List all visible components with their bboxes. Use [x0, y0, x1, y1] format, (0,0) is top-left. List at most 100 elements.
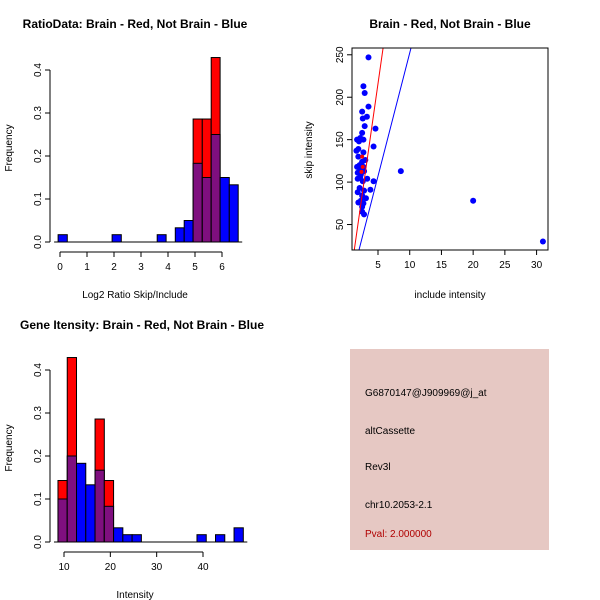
ratio-hist-y-tick-label: 0.1 [33, 192, 44, 206]
intensity-hist-y-tick-label: 0.3 [33, 406, 44, 420]
info-panel [350, 349, 549, 550]
ratio-hist-bar-blue [57, 234, 68, 243]
scatter-point-blue [355, 146, 362, 152]
intensity-hist-title: Gene Itensity: Brain - Red, Not Brain - … [20, 318, 264, 332]
intensity-hist-y-tick-label: 0.0 [33, 535, 44, 549]
ratio-hist-bar-overlap [201, 177, 212, 243]
intensity-hist-bar-overlap [57, 498, 68, 543]
scatter-point-blue [354, 175, 361, 182]
ratio-hist-x-tick-label: 5 [192, 262, 198, 273]
ratio-hist-bar-overlap [210, 134, 221, 243]
scatter-y-tick-label: 50 [335, 219, 346, 231]
ratio-hist-x-tick-label: 1 [84, 262, 90, 273]
scatter-point-blue [354, 189, 361, 196]
ratio-hist-bar-blue [111, 234, 122, 243]
scatter-point-red [360, 154, 365, 159]
scatter-point-blue [367, 186, 374, 193]
intensity-hist-bar-blue [215, 534, 226, 543]
intensity-hist-bar-blue [122, 534, 133, 543]
intensity-hist-bar-overlap [94, 469, 105, 543]
ratio-hist-y-tick-label: 0.0 [33, 235, 44, 249]
scatter-point-blue [365, 54, 372, 61]
intensity-hist-y-tick-label: 0.2 [33, 449, 44, 463]
info-probe: G6870147@J909969@j_at [365, 388, 487, 399]
ratio-hist-bar-blue [228, 184, 239, 243]
scatter-point-blue [354, 136, 361, 143]
scatter-x-tick-label: 15 [436, 260, 448, 271]
scatter-ylabel: skip intensity [304, 121, 315, 178]
scatter-point-blue [372, 125, 379, 132]
ratio-hist-y-tick-label: 0.3 [33, 106, 44, 120]
intensity-hist-x-tick-label: 20 [105, 562, 117, 573]
intensity-hist-y-tick-label: 0.4 [33, 363, 44, 377]
scatter-x-tick-label: 20 [468, 260, 480, 271]
scatter-point-blue [362, 195, 369, 202]
scatter-point-blue [370, 178, 377, 185]
scatter-x-tick-label: 10 [404, 260, 416, 271]
scatter-point-blue [370, 143, 377, 150]
ratio-hist-x-tick-label: 2 [111, 262, 117, 273]
intensity-hist-bar-overlap [66, 455, 78, 543]
intensity-hist-bar-blue [113, 527, 124, 543]
scatter-y-tick-label: 200 [335, 88, 346, 105]
scatter-point-blue [355, 153, 362, 160]
scatter-fit-line-blue [358, 48, 412, 250]
scatter-point-blue [359, 208, 366, 215]
intensity-hist-xlabel: Intensity [116, 590, 153, 600]
ratio-hist-bar-blue [156, 234, 167, 243]
intensity-hist-bar-blue [131, 534, 142, 543]
scatter-point-blue [365, 103, 372, 110]
info-event-type: altCassette [365, 426, 415, 437]
intensity-hist-x-tick-label: 40 [197, 562, 209, 573]
scatter-point-blue [359, 115, 366, 122]
ratio-hist-y-tick-label: 0.2 [33, 149, 44, 163]
info-pval: Pval: 2.000000 [365, 529, 432, 540]
scatter-y-tick-label: 100 [335, 173, 346, 190]
scatter-y-tick-label: 150 [335, 131, 346, 148]
scatter-y-tick-label: 250 [335, 46, 346, 63]
scatter-title: Brain - Red, Not Brain - Blue [369, 17, 531, 31]
intensity-hist-x-tick-label: 10 [58, 562, 70, 573]
scatter-point-blue [361, 89, 368, 96]
scatter-point-red [359, 169, 364, 174]
scatter-point-blue [364, 175, 371, 182]
ratio-hist-bar-overlap [192, 162, 203, 243]
info-gene: Rev3l [365, 462, 391, 473]
scatter-x-tick-label: 30 [531, 260, 543, 271]
scatter-point-blue [359, 108, 366, 115]
scatter-x-tick-label: 5 [375, 260, 381, 271]
ratio-hist-bar-blue [183, 220, 194, 243]
ratio-hist-x-tick-label: 4 [165, 262, 171, 273]
scatter-point-blue [361, 123, 368, 130]
ratio-hist-title: RatioData: Brain - Red, Not Brain - Blue [23, 17, 248, 31]
scatter-point-blue [470, 197, 477, 204]
intensity-hist-bar-blue [196, 534, 207, 543]
ratio-hist-xlabel: Log2 Ratio Skip/Include [82, 290, 188, 301]
scatter-point-blue [360, 149, 367, 156]
intensity-hist-bar-blue [85, 484, 96, 543]
intensity-hist-bar-overlap [103, 505, 115, 543]
scatter-fit-line-red [353, 48, 384, 250]
scatter-point-blue [360, 83, 367, 90]
scatter-point-blue [359, 129, 366, 136]
ratio-hist-x-tick-label: 3 [138, 262, 144, 273]
scatter-point-blue [397, 168, 404, 175]
info-location: chr10.2053-2.1 [365, 500, 433, 511]
ratio-hist-bar-blue [219, 177, 230, 243]
scatter-xlabel: include intensity [414, 290, 485, 301]
intensity-hist-y-tick-label: 0.1 [33, 492, 44, 506]
ratio-hist-ylabel: Frequency [4, 124, 15, 171]
scatter-x-tick-label: 25 [499, 260, 511, 271]
ratio-hist-x-tick-label: 6 [219, 262, 225, 273]
intensity-hist-ylabel: Frequency [4, 424, 15, 471]
intensity-hist-x-tick-label: 30 [151, 562, 163, 573]
scatter-plot-box [351, 47, 549, 251]
intensity-hist-bar-blue [233, 527, 244, 543]
ratio-hist-x-tick-label: 0 [57, 262, 63, 273]
scatter-point-red [360, 164, 365, 169]
ratio-hist-bar-blue [174, 227, 185, 243]
ratio-hist-y-tick-label: 0.4 [33, 63, 44, 77]
scatter-point-blue [539, 238, 546, 245]
